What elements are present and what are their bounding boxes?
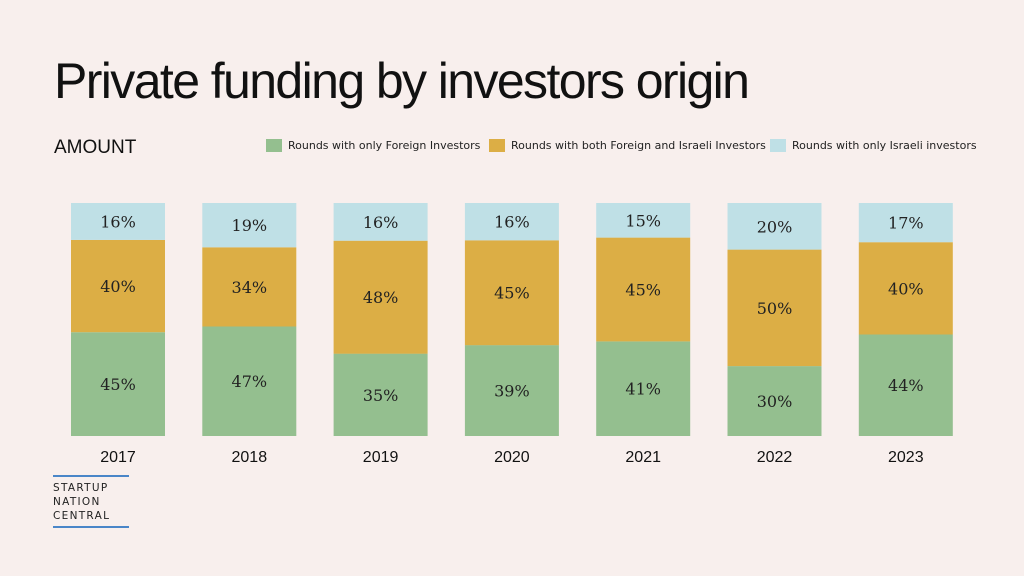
legend-label-both: Rounds with both Foreign and Israeli Inv… [511, 139, 766, 152]
x-tick-label-2019: 2019 [363, 449, 399, 466]
logo-top-rule [53, 475, 129, 477]
legend-swatch-foreign [266, 139, 282, 152]
bar-segment-both-2020 [464, 240, 559, 346]
bar-segment-israeli-2018 [202, 203, 297, 248]
legend-label-foreign: Rounds with only Foreign Investors [288, 139, 481, 152]
legend-item-foreign: Rounds with only Foreign Investors [266, 139, 480, 152]
bar-segment-israeli-2020 [464, 203, 559, 241]
bar-segment-both-2017 [71, 239, 165, 333]
bar-segment-both-2019 [333, 240, 428, 354]
data-label-israeli-2020: 16% [494, 213, 530, 232]
x-tick-label-2017: 2017 [100, 449, 136, 466]
x-tick-label-2022: 2022 [757, 449, 793, 466]
bar-segment-foreign-2021 [596, 341, 691, 436]
data-label-both-2021: 45% [625, 281, 661, 300]
bar-segment-foreign-2023 [858, 334, 953, 436]
data-label-foreign-2022: 30% [757, 392, 793, 411]
bar-segment-israeli-2019 [333, 203, 428, 241]
page-title: Private funding by investors origin [54, 53, 750, 109]
data-label-israeli-2022: 20% [757, 217, 793, 236]
x-tick-label-2023: 2023 [888, 449, 924, 466]
data-label-both-2020: 45% [494, 284, 530, 303]
x-tick-label-2018: 2018 [232, 449, 268, 466]
data-label-both-2023: 40% [888, 279, 924, 298]
bar-segment-israeli-2021 [596, 203, 691, 238]
bar-segment-both-2023 [858, 242, 953, 335]
logo-line-3: CENTRAL [53, 510, 111, 522]
bar-segment-both-2022 [727, 249, 822, 367]
bar-segment-israeli-2022 [727, 203, 822, 250]
data-label-both-2022: 50% [757, 299, 793, 318]
bar-segment-israeli-2017 [71, 203, 165, 240]
bar-segment-foreign-2020 [464, 345, 559, 436]
logo-line-1: STARTUP [53, 482, 109, 494]
legend-swatch-israeli [770, 139, 786, 152]
x-tick-label-2021: 2021 [625, 449, 661, 466]
bar-segment-foreign-2018 [202, 326, 297, 436]
bar-segment-foreign-2019 [333, 353, 428, 436]
chart-subtitle: AMOUNT [54, 137, 137, 158]
data-label-both-2017: 40% [100, 277, 136, 296]
data-label-both-2019: 48% [363, 288, 399, 307]
data-label-foreign-2019: 35% [363, 386, 399, 405]
bar-segment-both-2021 [596, 237, 691, 342]
data-label-foreign-2020: 39% [494, 382, 530, 401]
data-label-foreign-2023: 44% [888, 376, 924, 395]
bar-segment-foreign-2022 [727, 366, 822, 436]
data-label-israeli-2019: 16% [363, 213, 399, 232]
x-tick-label-2020: 2020 [494, 449, 530, 466]
data-label-foreign-2021: 41% [625, 380, 661, 399]
bar-segment-both-2018 [202, 247, 297, 327]
data-label-foreign-2018: 47% [232, 372, 268, 391]
legend-label-israeli: Rounds with only Israeli investors [792, 139, 977, 152]
legend-item-both: Rounds with both Foreign and Israeli Inv… [489, 139, 766, 152]
bar-segment-israeli-2023 [858, 203, 953, 243]
startup-nation-central-logo: STARTUP NATION CENTRAL [53, 475, 129, 528]
legend-item-israeli: Rounds with only Israeli investors [770, 139, 977, 152]
data-label-israeli-2023: 17% [888, 214, 924, 233]
data-label-foreign-2017: 45% [100, 375, 136, 394]
bar-segment-foreign-2017 [71, 332, 165, 436]
logo-bottom-rule [53, 526, 129, 528]
data-label-israeli-2017: 16% [100, 213, 136, 232]
logo-line-2: NATION [53, 496, 101, 508]
data-label-both-2018: 34% [232, 278, 268, 297]
legend-swatch-both [489, 139, 505, 152]
data-label-israeli-2021: 15% [625, 211, 661, 230]
data-label-israeli-2018: 19% [232, 216, 268, 235]
